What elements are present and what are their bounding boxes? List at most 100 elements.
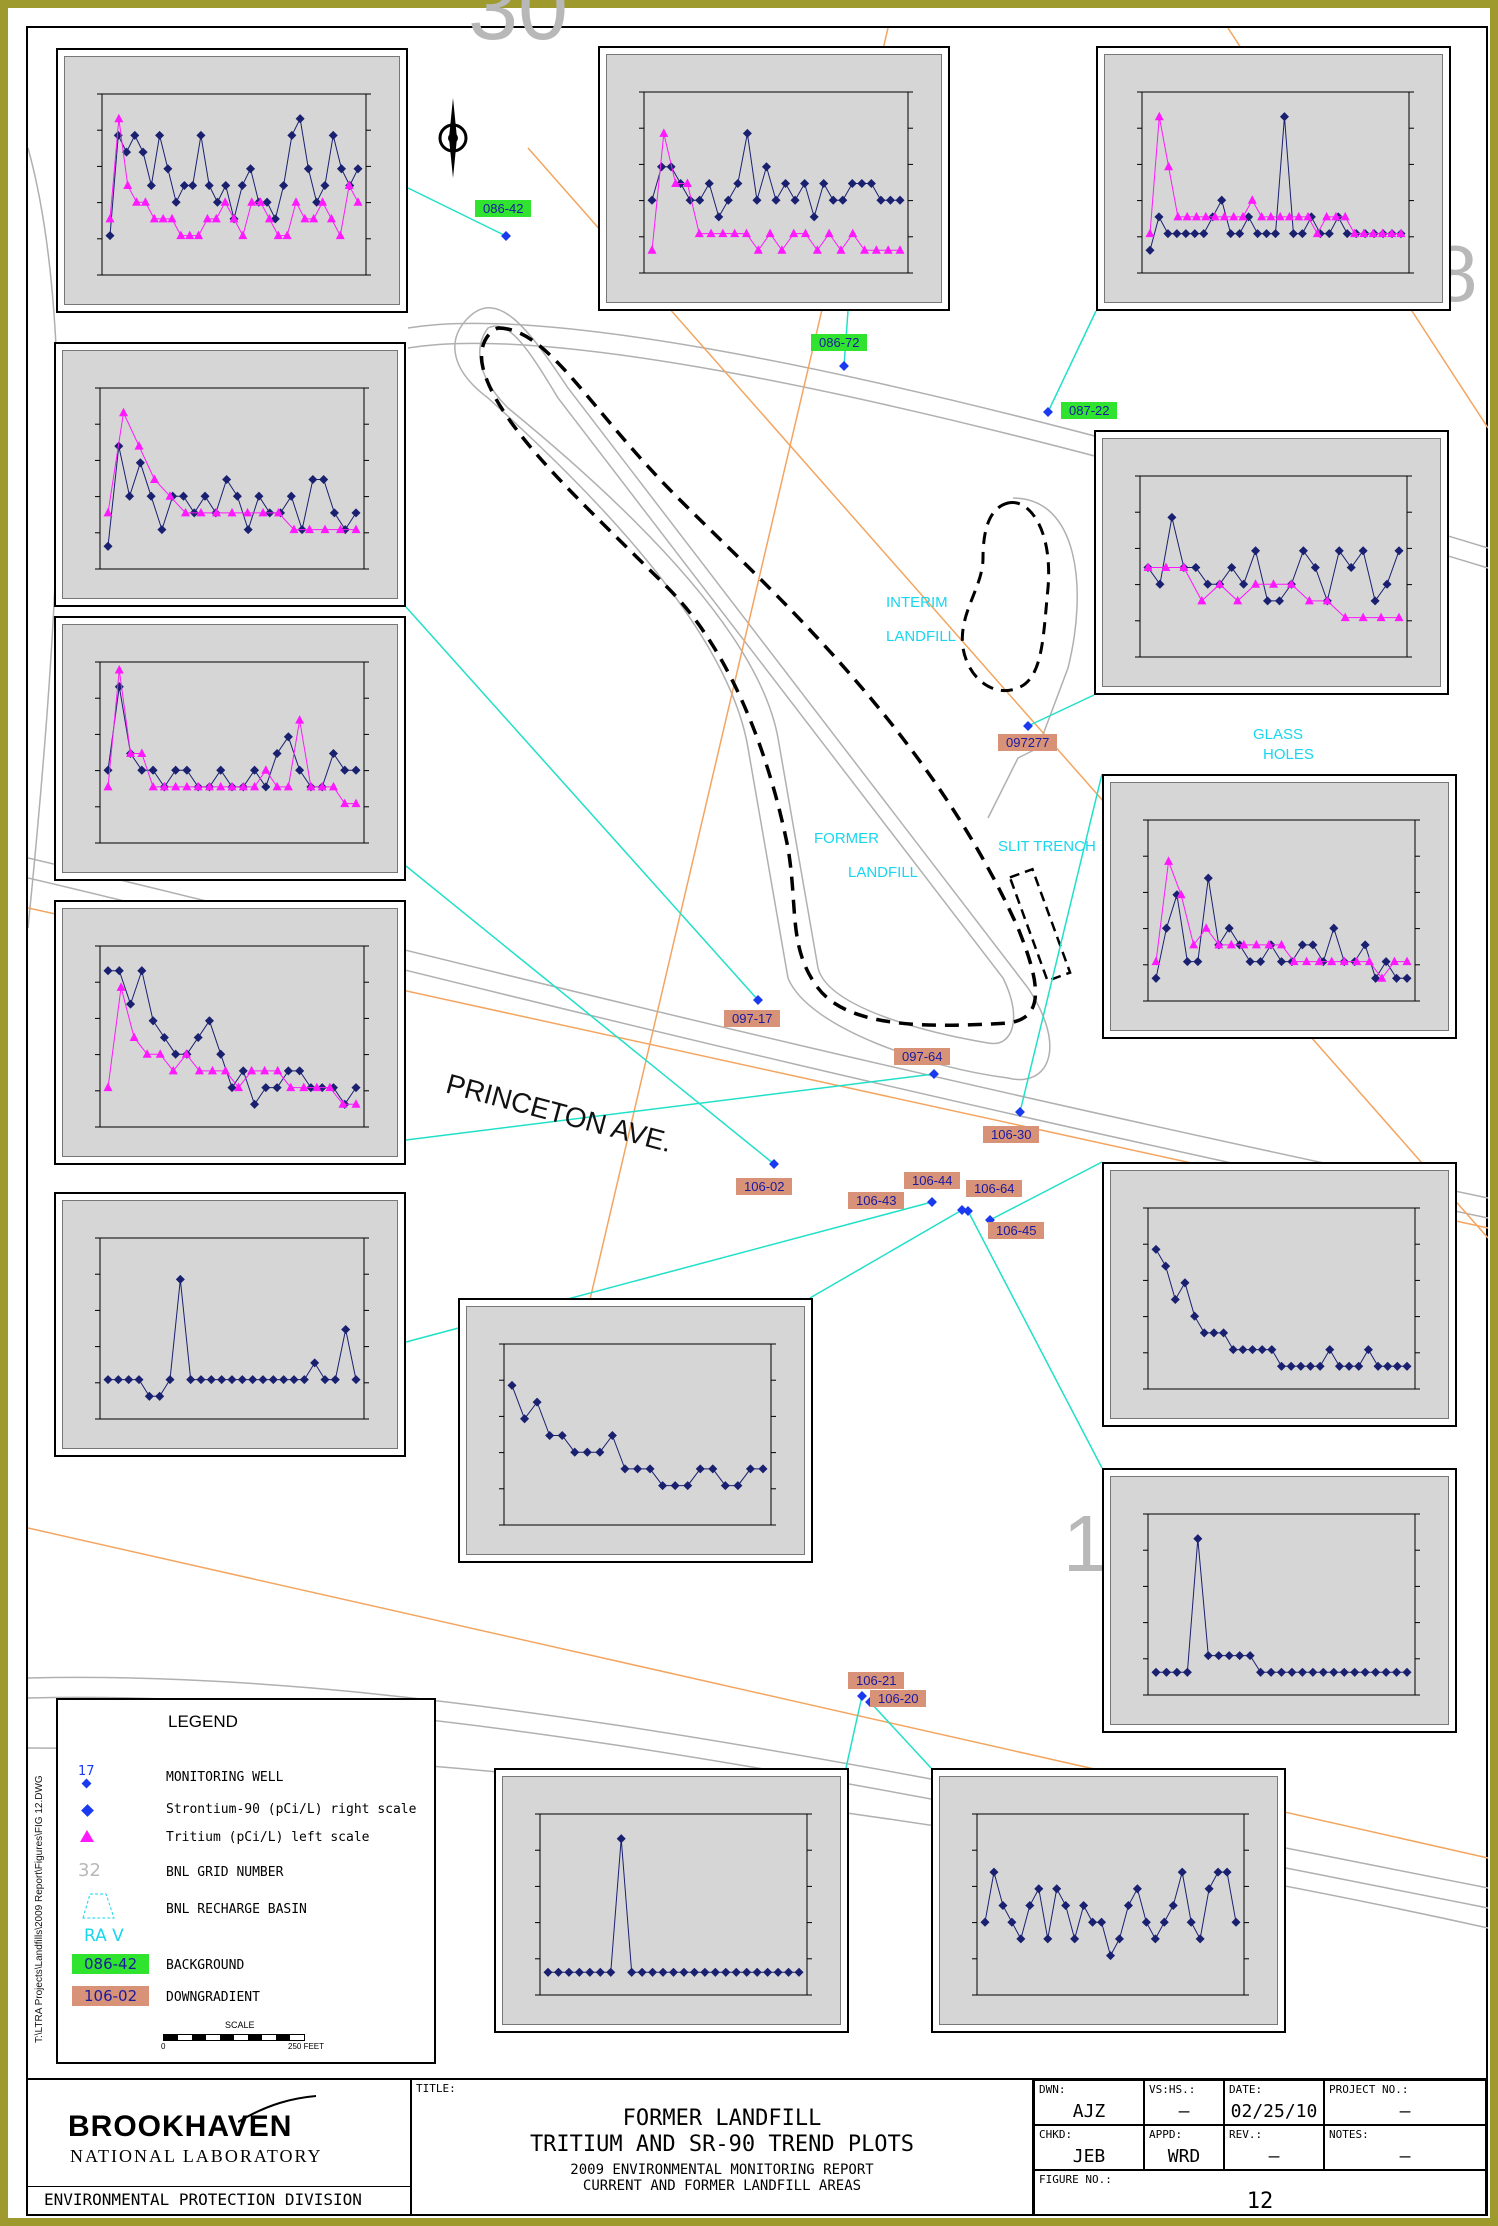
sr90-point — [658, 1481, 668, 1491]
sr90-point — [574, 1967, 584, 1977]
tritium-point — [682, 178, 692, 187]
tritium-point — [1294, 211, 1304, 221]
figure-label: FIGURE NO.: — [1039, 2173, 1112, 2186]
chkd-label: CHKD: — [1039, 2128, 1073, 2141]
tritium-point — [1277, 939, 1286, 949]
well-tag-106-45[interactable]: 106-45 — [988, 1222, 1045, 1239]
well-tag-106-21[interactable]: 106-21 — [848, 1672, 905, 1689]
sr90-point — [543, 1967, 553, 1977]
well-marker-097-64[interactable] — [929, 1069, 939, 1079]
sr90-point — [553, 1967, 563, 1977]
well-marker-106-02[interactable] — [769, 1159, 779, 1169]
sr90-point — [1182, 1667, 1192, 1677]
sr90-point — [1151, 973, 1161, 983]
well-tag-086-72[interactable]: 086-72 — [811, 334, 868, 351]
vs-label: VS:HS.: — [1149, 2083, 1196, 2096]
plot-background — [606, 54, 942, 303]
sr90-point — [1382, 579, 1392, 589]
title-line-2: TRITIUM AND SR-90 TREND PLOTS — [529, 2132, 915, 2157]
sr90-point — [1193, 957, 1203, 967]
scale-250: 250 FEET — [288, 2042, 325, 2051]
tritium-point — [132, 197, 142, 206]
tritium-point — [140, 197, 150, 206]
well-tag-106-43[interactable]: 106-43 — [848, 1192, 905, 1209]
legend-title: LEGEND — [168, 1712, 238, 1731]
sr90-point — [1371, 973, 1381, 983]
date-value: 02/25/10 — [1230, 2101, 1318, 2122]
tritium-point — [1229, 211, 1239, 221]
well-tag-106-20[interactable]: 106-20 — [870, 1690, 927, 1707]
sr90-point — [155, 130, 165, 140]
sr90-point — [351, 508, 361, 518]
sr90-point — [1186, 1917, 1196, 1927]
sr90-point — [647, 195, 657, 205]
sr90-point — [329, 508, 339, 518]
plot-background — [1110, 782, 1449, 1031]
sr90-point — [1228, 1345, 1238, 1355]
plot-axes — [1139, 475, 1408, 658]
sr90-point — [1193, 1534, 1203, 1544]
sr90-point — [248, 1375, 258, 1385]
sr90-point — [1161, 1667, 1171, 1677]
sr90-point — [1267, 1345, 1277, 1355]
well-marker-086-72[interactable] — [839, 361, 849, 371]
plot-svg — [95, 387, 369, 570]
well-marker-106-21[interactable] — [857, 1691, 867, 1701]
sr90-point — [341, 1324, 351, 1335]
sr90-point — [1360, 940, 1370, 950]
sr90-series-line — [107, 445, 357, 547]
glass-holes-label-2: HOLES — [1263, 746, 1314, 763]
sr90-point — [1079, 1900, 1089, 1911]
tritium-point — [351, 1099, 361, 1108]
well-marker-106-30[interactable] — [1015, 1107, 1025, 1117]
sr90-point — [1329, 1667, 1339, 1677]
well-tag-106-30[interactable]: 106-30 — [983, 1126, 1040, 1143]
tritium-point — [1173, 211, 1183, 221]
well-tag-097-17[interactable]: 097-17 — [724, 1010, 781, 1027]
sr90-point — [250, 765, 260, 775]
well-marker-106-64[interactable] — [963, 1206, 973, 1216]
tritium-point — [1164, 161, 1174, 171]
well-tag-106-44[interactable]: 106-44 — [904, 1172, 961, 1189]
well-marker-087-22[interactable] — [1043, 407, 1053, 417]
tritium-point — [238, 230, 248, 240]
sr90-point — [1315, 1361, 1325, 1371]
sr90-point — [1371, 1667, 1381, 1677]
sr90-point — [283, 1066, 293, 1076]
tritium-point — [351, 524, 361, 534]
well-tag-086-42[interactable]: 086-42 — [475, 200, 532, 217]
sr90-point — [1016, 1934, 1026, 1944]
tritium-point — [274, 507, 283, 517]
sr90-point — [200, 491, 210, 501]
plot-axes — [99, 661, 365, 844]
tritium-point — [272, 781, 282, 791]
well-tag-087-22[interactable]: 087-22 — [1061, 402, 1118, 419]
tritium-point — [1304, 595, 1314, 605]
slit-trench-label: SLIT TRENCH — [998, 838, 1096, 855]
well-marker-106-44[interactable] — [957, 1205, 967, 1215]
sr90-point — [1070, 1934, 1080, 1944]
well-marker-106-43[interactable] — [927, 1197, 937, 1207]
sr90-point — [103, 1375, 113, 1385]
sr90-point — [731, 1967, 741, 1977]
well-tag-106-02[interactable]: 106-02 — [736, 1178, 793, 1195]
sr90-point — [137, 765, 147, 775]
sr90-point — [721, 1967, 731, 1977]
tritium-point — [1251, 939, 1261, 949]
well-tag-097-64[interactable]: 097-64 — [894, 1048, 951, 1065]
sr90-point — [1296, 1361, 1306, 1371]
sr90-point — [1199, 229, 1209, 239]
tritium-point — [1312, 228, 1322, 238]
tritium-point — [168, 1065, 178, 1075]
well-tag-106-64[interactable]: 106-64 — [966, 1180, 1023, 1197]
sr90-point — [876, 195, 886, 205]
plot-background — [1102, 438, 1441, 687]
sr90-point — [570, 1447, 580, 1457]
well-tag-097277[interactable]: 097277 — [998, 734, 1058, 751]
well-marker-097-17[interactable] — [753, 995, 763, 1005]
sr90-point — [353, 164, 363, 174]
well-marker-097277[interactable] — [1023, 721, 1033, 731]
trend-plot-106-45 — [1102, 1162, 1457, 1427]
well-marker-086-42[interactable] — [501, 231, 511, 241]
tritium-point — [1182, 211, 1192, 221]
